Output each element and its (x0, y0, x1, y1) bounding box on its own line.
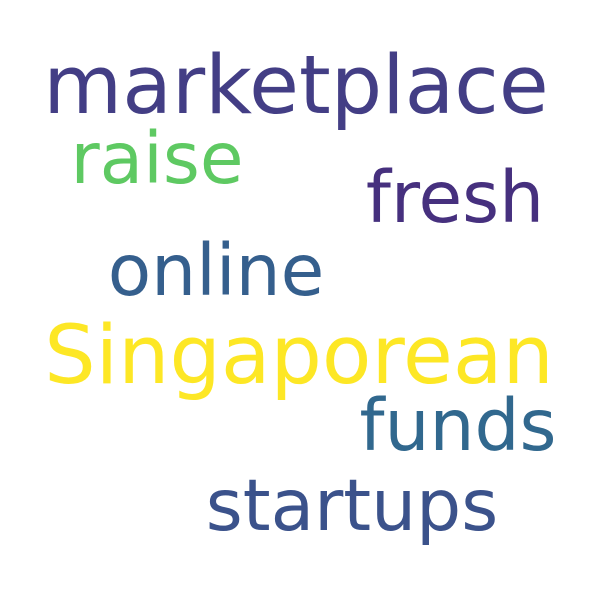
word-startups: startups (206, 464, 498, 547)
word-funds: funds (359, 384, 556, 467)
word-raise: raise (70, 117, 243, 200)
word-fresh: fresh (366, 156, 544, 239)
word-online: online (108, 229, 325, 312)
word-marketplace: marketplace (43, 39, 548, 133)
word-singaporean: Singaporean (44, 309, 554, 403)
